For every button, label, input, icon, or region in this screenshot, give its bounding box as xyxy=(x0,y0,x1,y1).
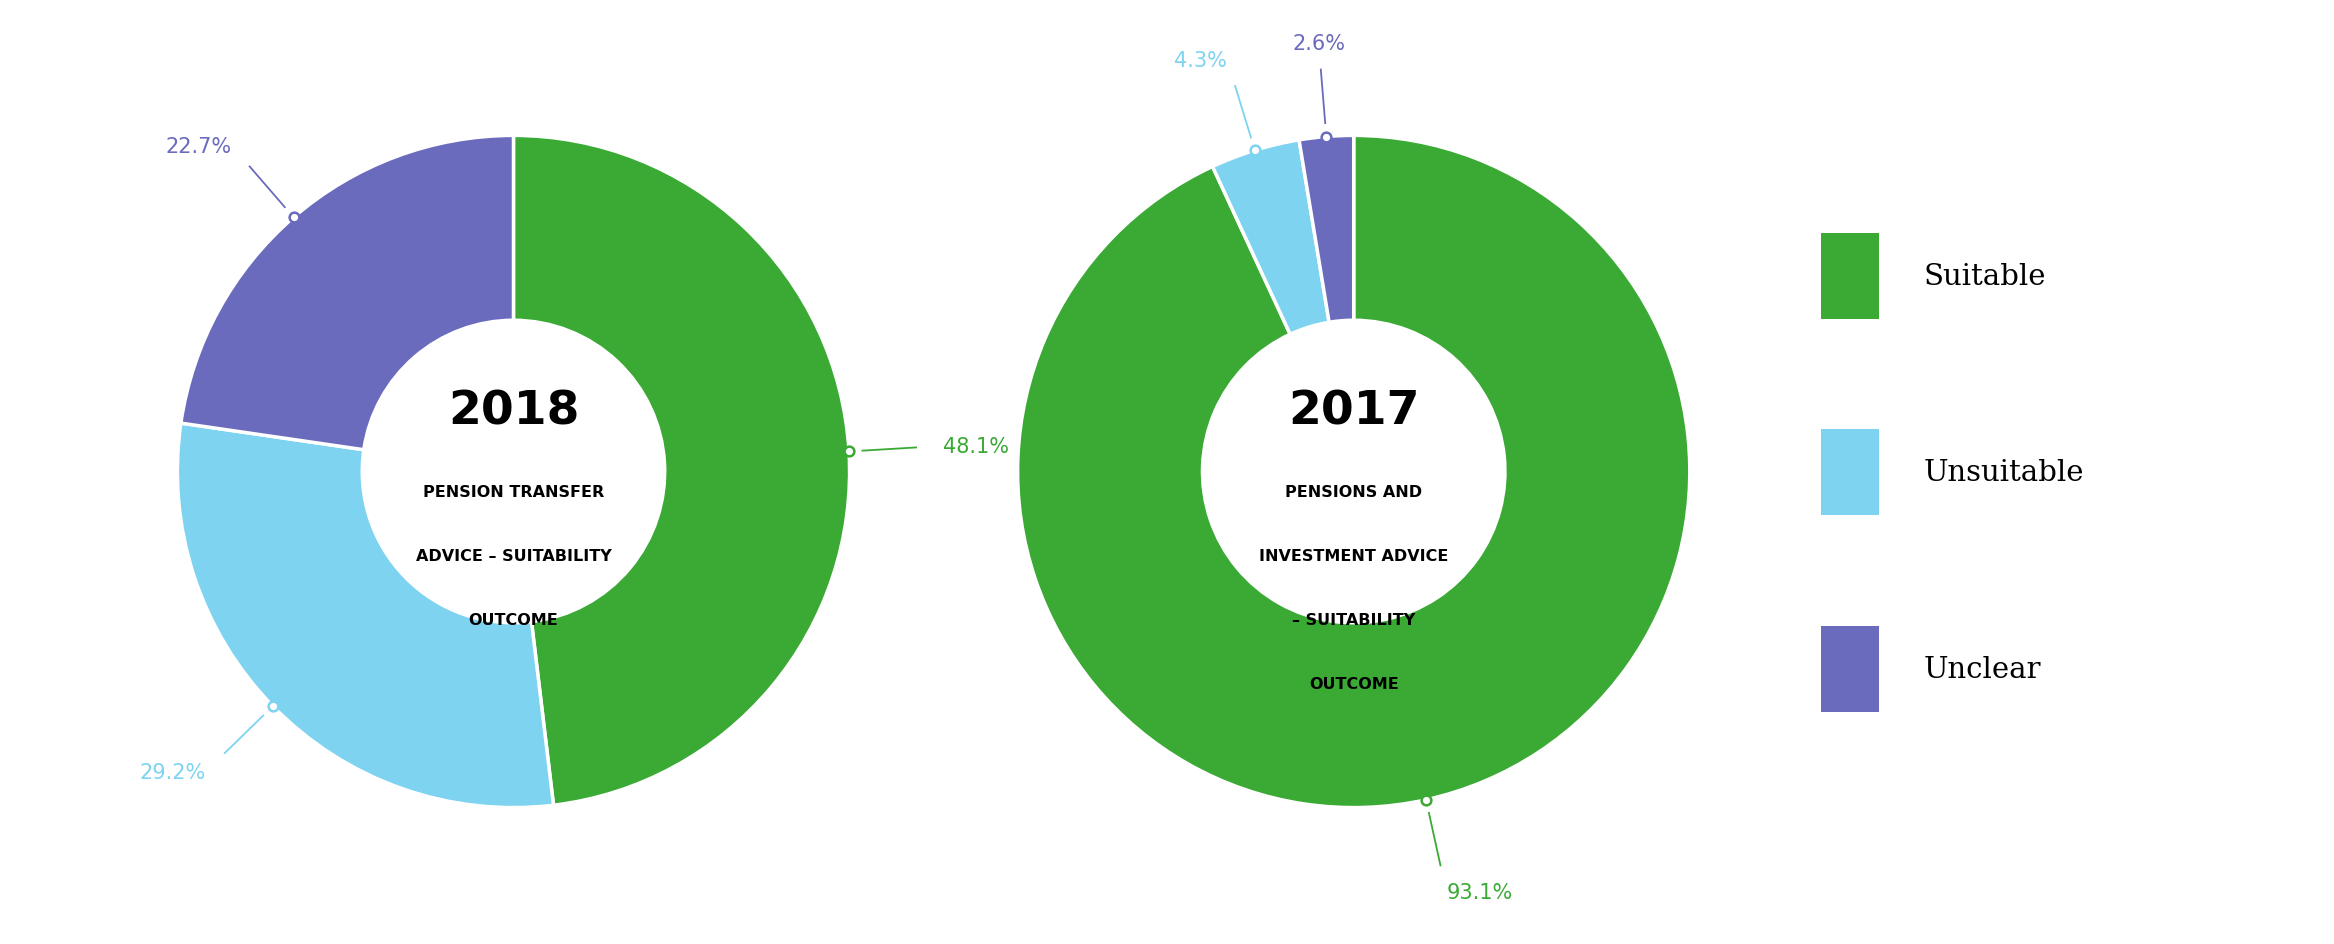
Wedge shape xyxy=(182,136,513,450)
Text: Suitable: Suitable xyxy=(1923,262,2045,291)
Text: OUTCOME: OUTCOME xyxy=(469,613,558,627)
Text: 22.7%: 22.7% xyxy=(166,137,231,157)
Wedge shape xyxy=(1018,136,1690,808)
Text: 93.1%: 93.1% xyxy=(1447,882,1512,902)
Text: ADVICE – SUITABILITY: ADVICE – SUITABILITY xyxy=(415,548,612,564)
Text: Unsuitable: Unsuitable xyxy=(1923,459,2084,487)
Wedge shape xyxy=(513,136,850,805)
Wedge shape xyxy=(1300,136,1354,323)
Text: PENSION TRANSFER: PENSION TRANSFER xyxy=(422,484,605,499)
Text: 29.2%: 29.2% xyxy=(140,762,205,782)
FancyBboxPatch shape xyxy=(1821,430,1879,515)
FancyBboxPatch shape xyxy=(1821,627,1879,712)
Text: 2.6%: 2.6% xyxy=(1293,34,1344,54)
Text: 48.1%: 48.1% xyxy=(943,436,1008,456)
Wedge shape xyxy=(177,424,553,808)
Text: 2017: 2017 xyxy=(1288,389,1419,434)
Text: PENSIONS AND: PENSIONS AND xyxy=(1286,484,1421,499)
Text: OUTCOME: OUTCOME xyxy=(1309,676,1398,691)
Text: 4.3%: 4.3% xyxy=(1174,51,1228,71)
Text: – SUITABILITY: – SUITABILITY xyxy=(1293,613,1414,627)
Text: Unclear: Unclear xyxy=(1923,655,2040,683)
Wedge shape xyxy=(1214,141,1328,335)
Text: 2018: 2018 xyxy=(448,389,579,434)
FancyBboxPatch shape xyxy=(1821,233,1879,319)
Text: INVESTMENT ADVICE: INVESTMENT ADVICE xyxy=(1258,548,1449,564)
